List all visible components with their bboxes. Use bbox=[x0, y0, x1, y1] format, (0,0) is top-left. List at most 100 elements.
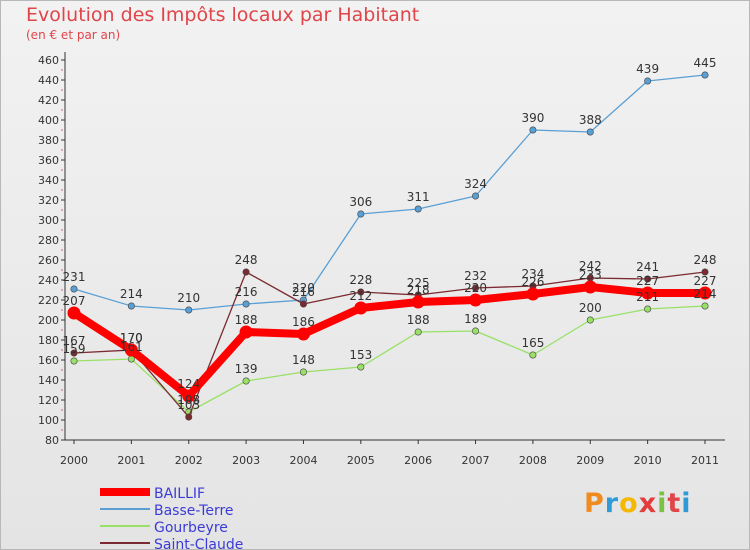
y-tick-label: 180 bbox=[38, 334, 59, 347]
legend-label: Basse-Terre bbox=[154, 503, 234, 519]
data-label: 216 bbox=[292, 285, 315, 299]
data-point bbox=[299, 368, 307, 376]
data-point bbox=[701, 71, 709, 79]
legend-label: Gourbeyre bbox=[154, 520, 228, 536]
data-label: 232 bbox=[464, 269, 487, 283]
legend-label: BAILLIF bbox=[154, 486, 205, 502]
x-tick-label: 2011 bbox=[691, 454, 719, 467]
y-tick-label: 340 bbox=[38, 174, 59, 187]
data-label: 218 bbox=[407, 283, 430, 297]
data-label: 207 bbox=[63, 294, 86, 308]
data-point bbox=[70, 285, 78, 293]
logo-letter: i bbox=[657, 488, 668, 519]
y-tick-label: 80 bbox=[45, 434, 59, 447]
data-point bbox=[529, 126, 537, 134]
series-lines bbox=[67, 71, 712, 421]
legend-label: Saint-Claude bbox=[154, 537, 243, 550]
data-label: 220 bbox=[464, 281, 487, 295]
logo-letter: o bbox=[619, 488, 639, 519]
data-point bbox=[583, 280, 597, 294]
y-tick-label: 400 bbox=[38, 114, 59, 127]
y-tick-label: 300 bbox=[38, 214, 59, 227]
data-point bbox=[469, 293, 483, 307]
data-point bbox=[299, 300, 307, 308]
data-label: 311 bbox=[407, 190, 430, 204]
data-label: 214 bbox=[120, 287, 143, 301]
x-tick-label: 2000 bbox=[60, 454, 88, 467]
data-label: 231 bbox=[63, 270, 86, 284]
data-label: 214 bbox=[694, 287, 717, 301]
y-tick-label: 420 bbox=[38, 94, 59, 107]
y-tick-label: 280 bbox=[38, 234, 59, 247]
data-point bbox=[239, 325, 253, 339]
logo-letter: i bbox=[681, 488, 692, 519]
data-label: 103 bbox=[177, 398, 200, 412]
data-point bbox=[357, 288, 365, 296]
data-label: 200 bbox=[579, 301, 602, 315]
y-tick-label: 380 bbox=[38, 134, 59, 147]
data-point bbox=[644, 275, 652, 283]
data-label: 248 bbox=[694, 253, 717, 267]
data-label: 241 bbox=[636, 260, 659, 274]
data-point bbox=[698, 286, 712, 300]
series-line-baillif bbox=[70, 283, 709, 400]
data-label: 212 bbox=[349, 289, 372, 303]
data-label: 388 bbox=[579, 113, 602, 127]
data-label: 242 bbox=[579, 259, 602, 273]
data-label: 390 bbox=[521, 111, 544, 125]
data-point bbox=[242, 377, 250, 385]
data-label: 189 bbox=[464, 312, 487, 326]
data-label: 159 bbox=[63, 342, 86, 356]
data-point bbox=[529, 351, 537, 359]
x-tick-label: 2003 bbox=[232, 454, 260, 467]
logo-letter: r bbox=[604, 488, 620, 519]
data-label: 234 bbox=[521, 267, 544, 281]
data-label: 225 bbox=[407, 276, 430, 290]
data-label: 306 bbox=[349, 195, 372, 209]
data-point bbox=[357, 210, 365, 218]
data-point bbox=[354, 301, 368, 315]
data-label: 228 bbox=[349, 273, 372, 287]
x-tick-label: 2007 bbox=[462, 454, 490, 467]
x-tick-label: 2005 bbox=[347, 454, 375, 467]
data-point bbox=[357, 363, 365, 371]
data-label: 210 bbox=[177, 291, 200, 305]
data-point bbox=[182, 389, 196, 403]
data-label: 186 bbox=[292, 315, 315, 329]
data-point bbox=[701, 302, 709, 310]
y-tick-label: 320 bbox=[38, 194, 59, 207]
y-tick-label: 220 bbox=[38, 294, 59, 307]
chart-subtitle: (en € et par an) bbox=[26, 28, 121, 42]
x-tick-label: 2010 bbox=[634, 454, 662, 467]
y-tick-label: 100 bbox=[38, 414, 59, 427]
data-label: 248 bbox=[235, 253, 258, 267]
data-point bbox=[641, 286, 655, 300]
data-label: 324 bbox=[464, 177, 487, 191]
data-label: 139 bbox=[235, 362, 258, 376]
data-label: 124 bbox=[177, 377, 200, 391]
data-point bbox=[472, 327, 480, 335]
x-tick-label: 2008 bbox=[519, 454, 547, 467]
series-line-gourbeyre bbox=[73, 305, 706, 413]
y-tick-label: 240 bbox=[38, 274, 59, 287]
x-tick-label: 2009 bbox=[576, 454, 604, 467]
data-point bbox=[586, 128, 594, 136]
data-point bbox=[414, 205, 422, 213]
data-label: 211 bbox=[636, 290, 659, 304]
data-label: 216 bbox=[235, 285, 258, 299]
data-point bbox=[472, 192, 480, 200]
data-label: 227 bbox=[636, 274, 659, 288]
data-label: 170 bbox=[120, 331, 143, 345]
data-point bbox=[185, 413, 193, 421]
data-point bbox=[185, 306, 193, 314]
data-label: 233 bbox=[579, 268, 602, 282]
y-tick-label: 460 bbox=[38, 54, 59, 67]
series-line-basse-terre bbox=[73, 74, 706, 311]
data-point bbox=[472, 284, 480, 292]
data-label: 226 bbox=[521, 275, 544, 289]
data-label: 439 bbox=[636, 62, 659, 76]
data-label: 227 bbox=[694, 274, 717, 288]
